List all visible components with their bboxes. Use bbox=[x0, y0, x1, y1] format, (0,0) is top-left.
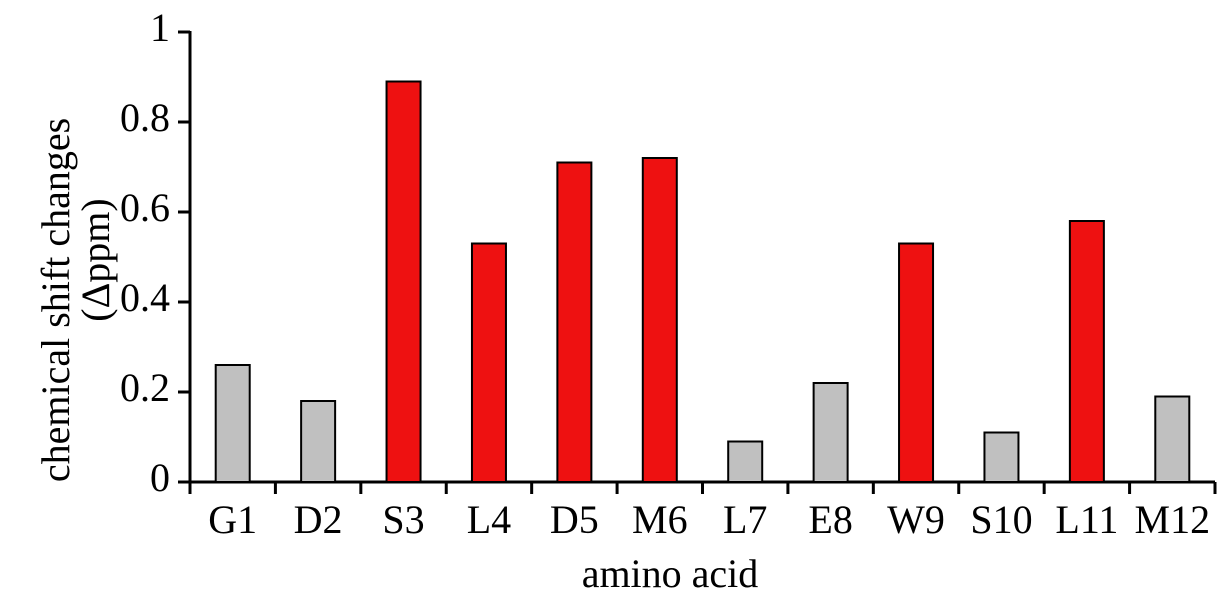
x-tick-label: G1 bbox=[208, 497, 257, 542]
x-tick-label: L4 bbox=[467, 497, 511, 542]
x-tick-label: W9 bbox=[887, 497, 945, 542]
y-tick-label: 0.4 bbox=[120, 275, 170, 320]
bar bbox=[812, 382, 849, 483]
bar bbox=[983, 431, 1020, 483]
bar bbox=[1068, 220, 1105, 483]
y-tick-label: 0.6 bbox=[120, 185, 170, 230]
bar bbox=[727, 440, 764, 483]
y-tick-label: 0 bbox=[150, 455, 170, 500]
bar bbox=[556, 161, 593, 483]
y-tick-label: 0.2 bbox=[120, 365, 170, 410]
y-axis-label: chemical shift changes bbox=[33, 118, 78, 482]
x-tick-label: M12 bbox=[1135, 497, 1211, 542]
y-tick-label: 1 bbox=[150, 5, 170, 50]
y-tick-label: 0.8 bbox=[120, 95, 170, 140]
bar bbox=[470, 242, 507, 483]
x-tick-label: L7 bbox=[723, 497, 767, 542]
bar bbox=[385, 80, 422, 483]
x-tick-label: S3 bbox=[382, 497, 424, 542]
bar bbox=[214, 364, 251, 483]
bar bbox=[641, 157, 678, 483]
bar bbox=[1154, 395, 1191, 483]
y-axis-label: (Δppm) bbox=[73, 198, 118, 321]
x-tick-label: M6 bbox=[632, 497, 688, 542]
x-tick-label: D5 bbox=[550, 497, 599, 542]
x-tick-label: S10 bbox=[970, 497, 1032, 542]
bar bbox=[898, 242, 935, 483]
x-tick-label: L11 bbox=[1055, 497, 1118, 542]
x-tick-label: E8 bbox=[808, 497, 852, 542]
bar bbox=[300, 400, 337, 483]
x-tick-label: D2 bbox=[294, 497, 343, 542]
x-axis-label: amino acid bbox=[582, 551, 759, 596]
